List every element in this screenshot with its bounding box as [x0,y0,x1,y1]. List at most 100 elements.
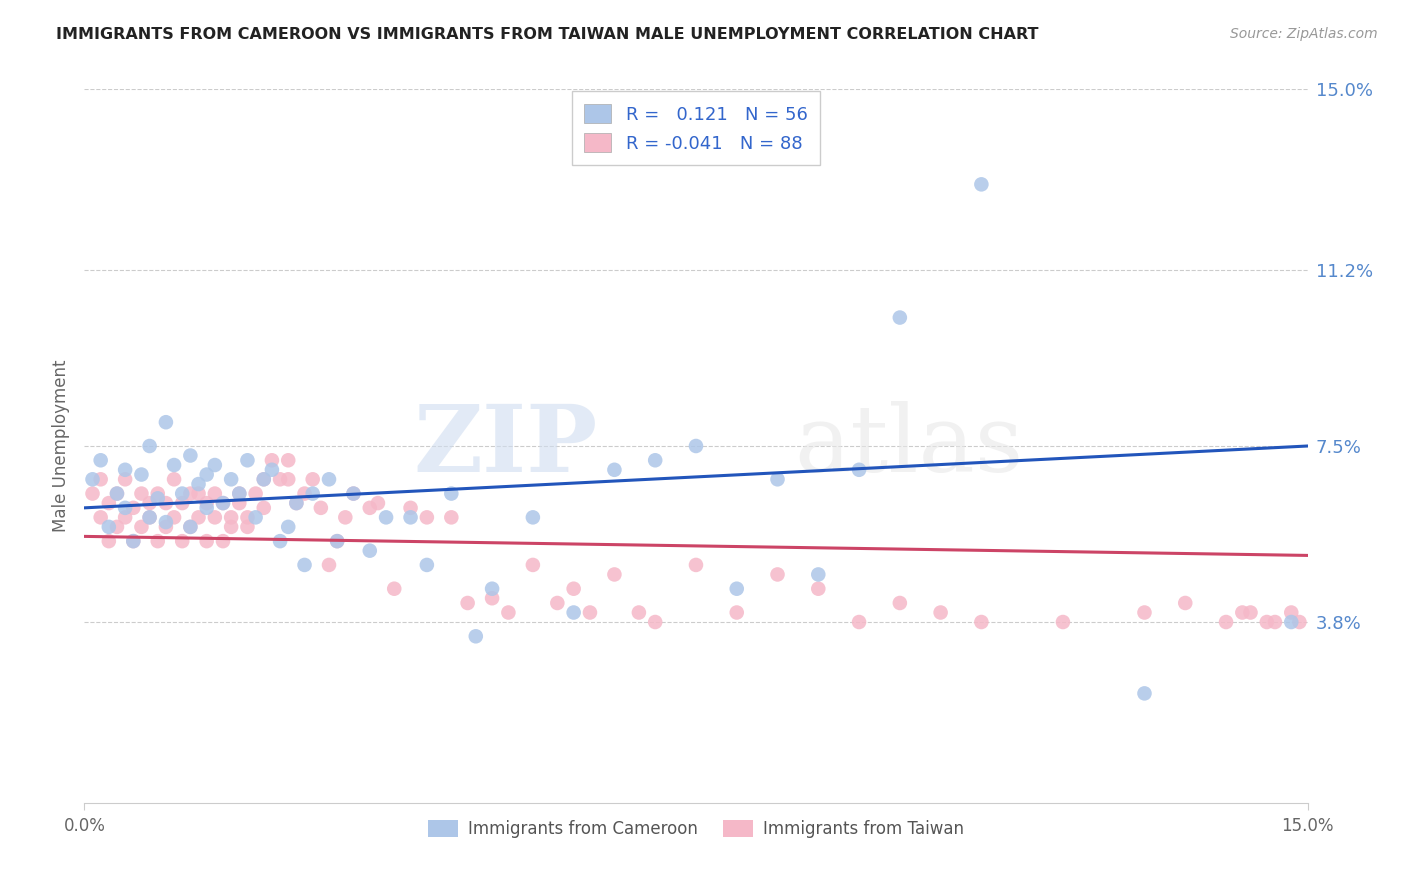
Point [146,486,169,500]
Point [1239,606,1261,620]
Point [416,558,439,572]
Point [1288,615,1310,629]
Point [603,567,626,582]
Point [155,496,177,510]
Point [725,582,748,596]
Point [97,534,120,549]
Point [889,310,911,325]
Point [155,515,177,529]
Point [131,467,153,482]
Point [644,615,666,629]
Point [603,463,626,477]
Point [277,453,299,467]
Point [498,606,520,620]
Point [367,496,389,510]
Point [970,178,993,192]
Point [359,500,381,515]
Y-axis label: Male Unemployment: Male Unemployment [52,359,70,533]
Point [172,486,194,500]
Point [1279,615,1302,629]
Point [138,510,160,524]
Point [195,534,218,549]
Point [294,558,316,572]
Point [260,453,283,467]
Point [766,472,789,486]
Point [522,510,544,524]
Point [382,582,405,596]
Point [195,496,218,510]
Point [342,486,364,500]
Point [929,606,952,620]
Point [1264,615,1286,629]
Point [82,472,104,486]
Point [172,496,194,510]
Point [440,486,463,500]
Point [766,567,789,582]
Point [105,486,128,500]
Point [277,472,299,486]
Point [122,534,145,549]
Text: ZIP: ZIP [413,401,598,491]
Point [260,463,283,477]
Point [163,458,186,472]
Point [97,520,120,534]
Point [245,510,267,524]
Point [179,486,201,500]
Point [204,510,226,524]
Point [90,453,112,467]
Point [179,520,201,534]
Point [1232,606,1254,620]
Point [114,463,136,477]
Point [399,500,422,515]
Point [105,520,128,534]
Point [187,486,209,500]
Point [219,510,242,524]
Point [1215,615,1237,629]
Point [579,606,602,620]
Point [236,510,259,524]
Point [562,606,585,620]
Text: atlas: atlas [794,401,1024,491]
Point [309,500,332,515]
Point [644,453,666,467]
Text: Source: ZipAtlas.com: Source: ZipAtlas.com [1230,27,1378,41]
Point [269,534,291,549]
Point [457,596,479,610]
Point [277,520,299,534]
Point [326,534,349,549]
Point [114,500,136,515]
Point [335,510,357,524]
Point [219,520,242,534]
Point [342,486,364,500]
Point [375,510,398,524]
Point [236,453,259,467]
Point [195,500,218,515]
Point [131,486,153,500]
Point [155,520,177,534]
Point [807,582,830,596]
Point [82,486,104,500]
Point [285,496,308,510]
Point [179,449,201,463]
Point [725,606,748,620]
Point [122,534,145,549]
Point [195,467,218,482]
Point [848,463,870,477]
Point [212,496,235,510]
Point [440,510,463,524]
Point [399,510,422,524]
Point [416,510,439,524]
Point [212,534,235,549]
Point [546,596,568,610]
Point [90,472,112,486]
Point [146,534,169,549]
Point [522,558,544,572]
Point [1133,686,1156,700]
Point [253,472,276,486]
Point [90,510,112,524]
Point [481,582,503,596]
Point [187,477,209,491]
Point [1133,606,1156,620]
Point [245,486,267,500]
Point [219,472,242,486]
